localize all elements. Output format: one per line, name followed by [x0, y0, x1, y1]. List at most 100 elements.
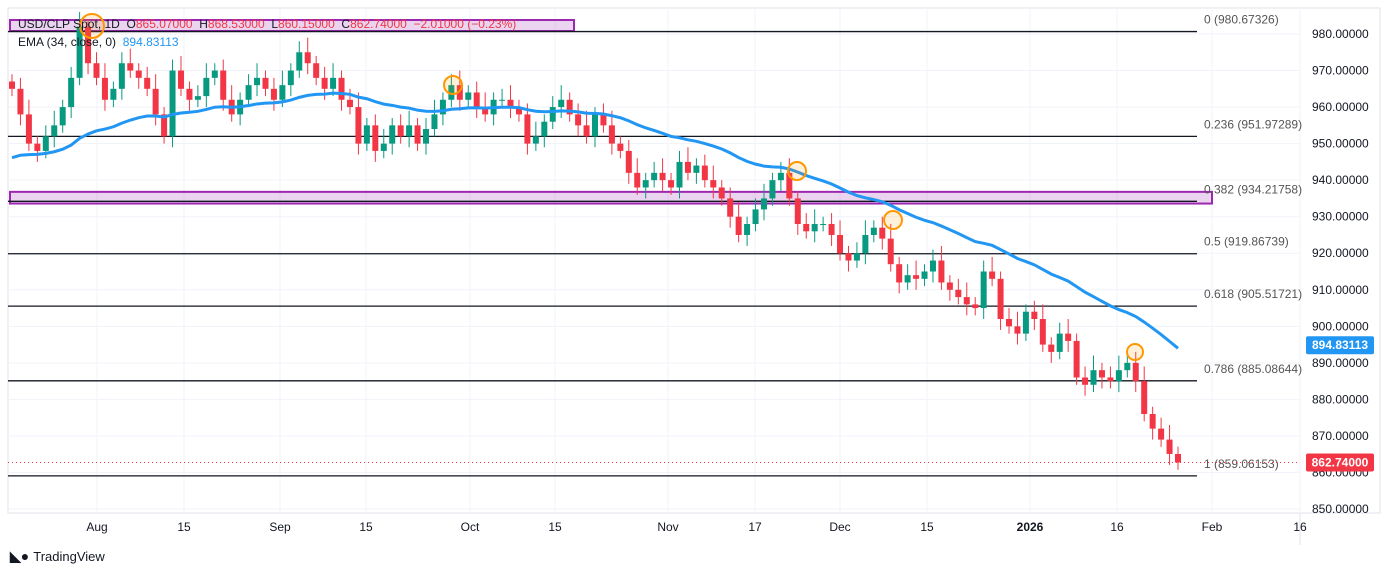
candle-body: [837, 234, 844, 254]
candle-body: [397, 125, 404, 137]
ema-price-tag-text: 894.83113: [1312, 338, 1368, 352]
candle-body: [93, 63, 100, 78]
candle-body: [169, 70, 176, 137]
candle-body: [1115, 370, 1122, 382]
candle-body: [592, 114, 598, 137]
candle-body: [997, 278, 1004, 320]
y-tick-label: 940.00000: [1312, 173, 1369, 187]
x-tick-label: 15: [177, 520, 191, 534]
candle-body: [929, 260, 936, 272]
low-label: L: [271, 17, 279, 31]
candle-body: [727, 198, 734, 217]
y-tick-label: 980.00000: [1312, 27, 1369, 41]
candle-body: [541, 121, 548, 137]
candle-body: [744, 224, 751, 235]
candle-body: [862, 234, 869, 254]
tradingview-logo[interactable]: ◣● TradingView: [10, 548, 105, 565]
candle-body: [363, 125, 370, 144]
candle-body: [118, 63, 125, 89]
y-tick-label: 880.00000: [1312, 392, 1369, 406]
candle-body: [355, 107, 362, 144]
candle-body: [279, 85, 286, 100]
candle-body: [904, 275, 911, 283]
x-tick-label: Aug: [86, 520, 107, 534]
candle-body: [144, 77, 151, 89]
fib-label: 0 (980.67326): [1204, 13, 1279, 27]
candle-body: [135, 70, 142, 78]
candle-body: [989, 271, 996, 279]
candle-body: [254, 77, 261, 86]
candle-body: [558, 99, 565, 108]
candle-body: [439, 99, 446, 115]
candle-body: [1048, 344, 1055, 352]
candle-body: [1065, 333, 1072, 341]
open-value: 865.07000: [135, 17, 193, 31]
x-tick-label: Oct: [461, 520, 480, 534]
candle-body: [1082, 377, 1089, 385]
candle-body: [718, 187, 725, 199]
highlight-circle: [1126, 343, 1144, 361]
candle-body: [287, 70, 294, 86]
ema-line: [11, 91, 1179, 350]
low-value: 860.15000: [278, 17, 335, 31]
candle-body: [211, 70, 218, 78]
candle-body: [1175, 453, 1181, 463]
close-label: C: [341, 17, 351, 31]
open-label: O: [126, 17, 136, 31]
candle-body: [110, 88, 117, 100]
candle-body: [668, 180, 675, 188]
candle-body: [1166, 439, 1173, 454]
fib-label: 0.236 (951.97289): [1204, 117, 1302, 131]
candle-body: [423, 129, 430, 144]
candle-body: [127, 63, 134, 71]
x-tick-label: 15: [920, 520, 934, 534]
x-tick-label: 16: [1110, 520, 1124, 534]
candle-body: [414, 125, 421, 144]
last-price-tag: [1306, 453, 1374, 472]
candle-body: [304, 52, 311, 64]
candle-body: [1158, 428, 1165, 440]
candle-body: [431, 114, 438, 130]
candle-body: [786, 172, 793, 199]
fib-label: 0.5 (919.86739): [1204, 235, 1289, 249]
ema-value: 894.83113: [122, 35, 179, 49]
ema-label: EMA (34, close, 0): [18, 35, 117, 49]
candle-body: [659, 172, 666, 181]
candle-body: [760, 198, 767, 210]
ema-legend[interactable]: EMA (34, close, 0) 894.83113: [18, 35, 179, 49]
candle-body: [499, 99, 506, 101]
x-tick-label: 16: [1293, 520, 1307, 534]
candle-body: [828, 224, 835, 235]
branding-text: TradingView: [33, 549, 105, 564]
candle-body: [321, 77, 328, 89]
close-value: 862.74000: [350, 17, 407, 31]
tradingview-icon: ◣●: [10, 548, 30, 564]
candle-body: [42, 136, 49, 151]
highlight-circle: [79, 13, 105, 39]
candle-body: [575, 114, 582, 126]
symbol-name[interactable]: USD/CLP Spot, 1D: [18, 17, 120, 31]
candle-body: [532, 136, 539, 144]
candle-body: [634, 172, 641, 188]
candle-body: [794, 198, 801, 225]
candle-body: [380, 143, 387, 151]
candle-body: [1124, 362, 1131, 371]
high-label: H: [199, 17, 208, 31]
candle-body: [194, 96, 201, 100]
x-tick-label: 2026: [1017, 520, 1044, 534]
candle-body: [220, 70, 227, 100]
candle-body: [946, 282, 953, 290]
candle-body: [980, 271, 987, 309]
candle-body: [617, 143, 624, 151]
candle-body: [1107, 377, 1114, 382]
candle-body: [608, 125, 615, 144]
x-tick-label: 15: [548, 520, 562, 534]
candle-body: [34, 143, 41, 151]
candle-body: [684, 161, 691, 173]
candle-body: [406, 125, 413, 137]
symbol-legend: USD/CLP Spot, 1D O865.07000 H868.53000 L…: [18, 17, 516, 31]
candle-body: [777, 172, 784, 181]
candle-body: [887, 238, 894, 265]
